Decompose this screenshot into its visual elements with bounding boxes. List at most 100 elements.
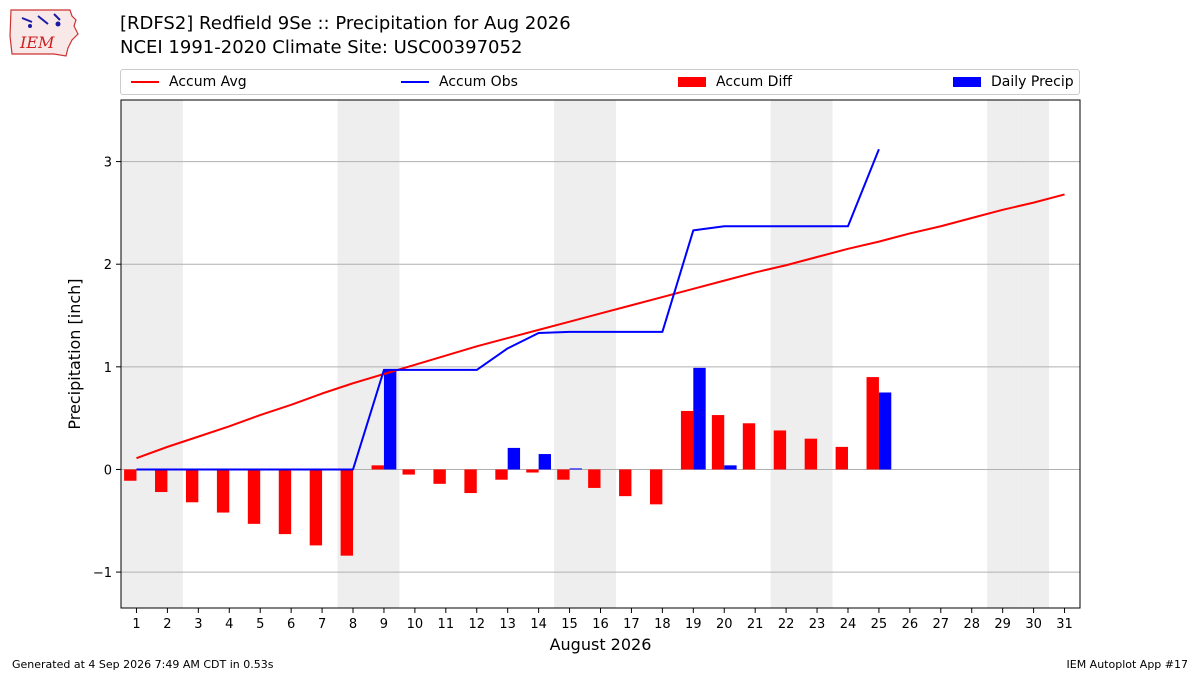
x-tick-label: 30 (1025, 617, 1042, 632)
accum-diff-bar (680, 410, 694, 470)
daily-precip-bar (507, 447, 521, 470)
accum-diff-bar (124, 469, 137, 481)
daily-precip-bar (724, 465, 737, 470)
y-tick-label: 3 (104, 156, 112, 171)
daily-precip-bar (693, 367, 706, 470)
y-tick-label: 1 (104, 361, 112, 376)
weekend-shade-band (151, 100, 183, 608)
accum-diff-bar (495, 469, 508, 480)
accum-diff-bar (649, 469, 663, 505)
x-tick-label: 28 (963, 617, 980, 632)
x-tick-label: 29 (994, 617, 1011, 632)
y-axis-label: Precipitation [inch] (65, 278, 84, 429)
x-tick-label: 10 (407, 617, 424, 632)
accum-diff-bar (804, 438, 818, 470)
x-tick-label: 24 (840, 617, 857, 632)
accum-diff-bar (588, 469, 601, 488)
line-series (136, 148, 1065, 471)
x-tick-label: 3 (194, 617, 202, 632)
daily-precip-bar (383, 369, 397, 470)
x-tick-label: 21 (747, 617, 764, 632)
legend-patch-icon (953, 77, 981, 87)
weekend-shade-band (801, 100, 833, 608)
accum-diff-bar (619, 469, 632, 497)
x-tick-label: 16 (592, 617, 609, 632)
weekend-shade-band (1018, 100, 1050, 608)
y-tick-label: −1 (93, 566, 112, 581)
weekend-shade-band (368, 100, 400, 608)
accum-diff-bar (433, 469, 446, 484)
accum-diff-bar (155, 469, 168, 493)
accum-diff-bar (340, 469, 354, 556)
y-tick-label: 2 (104, 258, 112, 273)
accum-diff-bar (866, 377, 879, 470)
x-tick-label: 17 (623, 617, 640, 632)
legend-label: Accum Obs (439, 74, 518, 90)
accum-diff-bar (742, 423, 756, 470)
x-tick-label: 5 (256, 617, 264, 632)
accum-avg-line (136, 193, 1065, 460)
chart-title: [RDFS2] Redfield 9Se :: Precipitation fo… (120, 13, 571, 34)
x-tick-label: 8 (349, 617, 357, 632)
iem-logo: IEM (8, 6, 80, 58)
legend-item-daily-precip: Daily Precip (953, 70, 1074, 94)
x-tick-label: 2 (163, 617, 171, 632)
weekend-shade-band (121, 100, 152, 608)
x-tick-label: 12 (468, 617, 485, 632)
legend-patch-icon (678, 77, 706, 87)
x-tick-label: 23 (809, 617, 826, 632)
app-credit: IEM Autoplot App #17 (1066, 658, 1189, 671)
chart-subtitle: NCEI 1991-2020 Climate Site: USC00397052 (120, 37, 523, 58)
accum-diff-bar (835, 446, 848, 470)
x-tick-label: 11 (438, 617, 455, 632)
y-tick-label: 0 (104, 463, 112, 478)
accum-diff-bar (278, 469, 292, 535)
accum-diff-bar (557, 469, 570, 480)
x-tick-label: 6 (287, 617, 295, 632)
legend-label: Accum Avg (169, 74, 247, 90)
x-tick-label: 1 (132, 617, 140, 632)
weekend-shade-band (770, 100, 802, 608)
x-tick-label: 22 (778, 617, 795, 632)
legend-line-icon (131, 81, 159, 83)
weekend-shading (121, 100, 1050, 608)
x-tick-label: 31 (1056, 617, 1073, 632)
x-axis-ticks: 1 2 3 4 5 6 7 8 9 10 11 12 13 14 15 16 17 18 19 20 21 22 23 24 2… (132, 608, 1073, 632)
x-tick-label: 27 (933, 617, 950, 632)
accum-diff-bar (402, 469, 415, 475)
iem-iowa-logo-icon: IEM (9, 9, 79, 57)
y-axis-ticks: −1 0 1 2 3 (93, 156, 121, 581)
accum-diff-bar (464, 469, 477, 494)
x-tick-label: 18 (654, 617, 671, 632)
x-tick-label: 9 (380, 617, 388, 632)
x-tick-label: 4 (225, 617, 233, 632)
accum-diff-bar (309, 469, 323, 546)
legend-item-accum-diff: Accum Diff (678, 70, 792, 94)
x-tick-label: 19 (685, 617, 702, 632)
accum-obs-line (136, 148, 880, 471)
legend-label: Accum Diff (716, 74, 793, 90)
weekend-shade-band (554, 100, 586, 608)
accum-diff-bar (711, 415, 725, 470)
weekend-shade-band (987, 100, 1019, 608)
x-tick-label: 13 (499, 617, 516, 632)
weekend-shade-band (585, 100, 616, 608)
legend-item-accum-obs: Accum Obs (401, 70, 518, 94)
accum-diff-bar (185, 469, 199, 503)
bar-series (124, 367, 892, 556)
x-tick-label: 7 (318, 617, 326, 632)
legend-item-accum-avg: Accum Avg (131, 70, 247, 94)
x-tick-label: 15 (561, 617, 578, 632)
accum-diff-bar (773, 430, 787, 470)
logo-text: IEM (19, 33, 55, 52)
x-tick-label: 26 (902, 617, 919, 632)
x-tick-label: 14 (530, 617, 547, 632)
x-axis-label: August 2026 (550, 635, 652, 654)
accum-diff-bar (247, 469, 261, 524)
accum-diff-bar (216, 469, 230, 513)
daily-precip-bar (569, 468, 582, 470)
generated-timestamp: Generated at 4 Sep 2026 7:49 AM CDT in 0… (12, 658, 274, 671)
daily-precip-bar (878, 392, 892, 470)
daily-precip-bar (538, 454, 552, 470)
legend-line-icon (401, 81, 429, 83)
